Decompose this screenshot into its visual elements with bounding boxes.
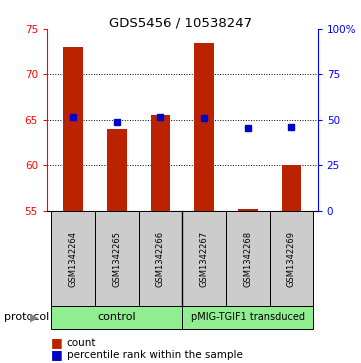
Text: pMIG-TGIF1 transduced: pMIG-TGIF1 transduced — [191, 312, 305, 322]
Bar — [182, 211, 226, 307]
Text: count: count — [67, 338, 96, 348]
Text: GSM1342266: GSM1342266 — [156, 231, 165, 287]
Bar — [139, 211, 182, 307]
Text: GSM1342269: GSM1342269 — [287, 231, 296, 287]
Text: GSM1342267: GSM1342267 — [200, 231, 209, 287]
Bar — [238, 209, 258, 211]
Bar — [95, 211, 139, 307]
Bar — [194, 43, 214, 211]
Bar — [51, 306, 182, 329]
Text: protocol: protocol — [4, 312, 49, 322]
Text: GSM1342265: GSM1342265 — [112, 231, 121, 287]
Text: GSM1342268: GSM1342268 — [243, 231, 252, 287]
Bar — [182, 306, 313, 329]
Text: GDS5456 / 10538247: GDS5456 / 10538247 — [109, 16, 252, 29]
Text: ■: ■ — [51, 348, 62, 362]
Bar — [270, 211, 313, 307]
Bar — [63, 47, 83, 211]
Text: control: control — [97, 312, 136, 322]
Text: ■: ■ — [51, 337, 62, 350]
Text: ▶: ▶ — [30, 312, 39, 322]
Bar — [151, 115, 170, 211]
Bar — [51, 211, 95, 307]
Bar — [107, 129, 127, 211]
Bar — [282, 165, 301, 211]
Text: GSM1342264: GSM1342264 — [69, 231, 78, 287]
Text: percentile rank within the sample: percentile rank within the sample — [67, 350, 243, 360]
Bar — [226, 211, 270, 307]
